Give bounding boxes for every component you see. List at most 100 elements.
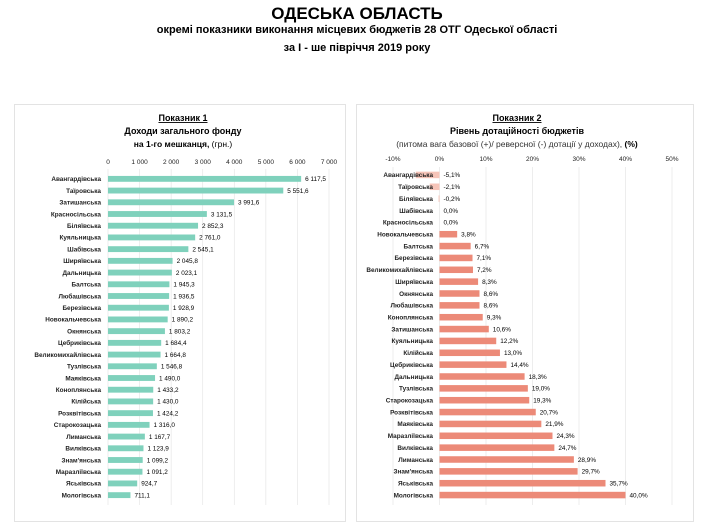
data-label: 2 545,1 xyxy=(192,246,214,253)
axis-tick-label: 7 000 xyxy=(321,159,338,166)
chart-unit: (%) xyxy=(625,139,638,149)
data-label: 20,7% xyxy=(540,409,558,416)
data-label: 24,3% xyxy=(556,433,574,440)
bar xyxy=(108,375,156,381)
axis-tick-label: 0 xyxy=(106,159,110,166)
axis-tick-label: 4 000 xyxy=(226,159,243,166)
chart-subtitle-line2: (питома вага базової (+)/ реверсної (-) … xyxy=(396,139,638,149)
data-label: 1 684,4 xyxy=(165,340,187,347)
category-label: Шабівська xyxy=(399,207,433,215)
category-label: Куяльницька xyxy=(392,338,434,345)
data-label: 1 099,2 xyxy=(147,457,169,464)
bar xyxy=(439,349,500,357)
data-label: 2 761,0 xyxy=(199,235,221,242)
data-label: 8,6% xyxy=(483,303,498,310)
data-label: 2 852,3 xyxy=(202,223,224,230)
data-label: 1 490,0 xyxy=(159,375,181,382)
data-label: 24,7% xyxy=(558,445,576,452)
category-label: Дальницька xyxy=(395,374,434,381)
bar xyxy=(108,421,150,428)
category-label: Розквітівська xyxy=(390,408,433,416)
data-label: 924,7 xyxy=(141,481,157,488)
chart-subtitle: Рівень дотаційності бюджетів xyxy=(450,126,584,136)
axis-tick-label: 3 000 xyxy=(195,159,212,166)
data-label: 1 424,2 xyxy=(157,410,179,417)
category-label: Новокальчевська xyxy=(377,232,433,239)
bar xyxy=(108,246,189,253)
data-label: 711,1 xyxy=(134,492,150,499)
chart-title: Показник 1 xyxy=(158,113,207,123)
category-label: Лиманська xyxy=(66,434,101,441)
page-subtitle: окремі показники виконання місцевих бюдж… xyxy=(156,24,558,36)
category-label: Любашівська xyxy=(59,292,102,300)
data-label: 6,7% xyxy=(475,243,490,250)
bar xyxy=(429,183,440,191)
bar xyxy=(108,339,162,346)
data-label: 2 045,8 xyxy=(177,258,199,265)
axis-tick-label: 40% xyxy=(619,156,632,163)
category-label: Маяківська xyxy=(65,374,101,382)
category-label: Красносільська xyxy=(383,219,434,227)
bar xyxy=(108,386,154,393)
bar xyxy=(415,171,440,179)
bar xyxy=(439,373,525,380)
data-label: 1 433,2 xyxy=(157,387,179,394)
bar xyxy=(108,445,144,452)
axis-tick-label: 50% xyxy=(665,156,678,163)
chart-subtitle: Доходи загального фонду xyxy=(124,126,241,136)
category-label: Коноплянська xyxy=(56,387,102,394)
chart-indicator-1: Показник 1 Доходи загального фонду на 1-го… xyxy=(34,113,338,505)
bar xyxy=(439,337,497,345)
category-label: Тузлівська xyxy=(399,385,434,393)
category-label: Біляївська xyxy=(67,222,101,230)
category-label: Затишанська xyxy=(391,326,433,333)
bar xyxy=(108,234,196,241)
bar xyxy=(439,266,473,274)
data-label: 1 123,9 xyxy=(147,446,169,453)
bar xyxy=(438,195,440,202)
category-label: Біляївська xyxy=(399,195,433,203)
chart-unit: (грн.) xyxy=(209,139,232,149)
bar xyxy=(439,479,606,487)
chart-title: Показник 2 xyxy=(492,113,541,123)
category-label: Балтська xyxy=(404,243,434,250)
bar xyxy=(108,398,154,405)
axis-tick-label: 30% xyxy=(572,156,585,163)
category-label: Маразліївська xyxy=(56,468,102,476)
data-label: 1 430,0 xyxy=(157,399,179,406)
category-label: Кілійська xyxy=(71,398,101,406)
data-label: 28,9% xyxy=(578,457,596,464)
category-label: Окнянська xyxy=(399,291,433,298)
category-label: Окнянська xyxy=(67,328,101,335)
bar xyxy=(439,325,489,333)
category-label: Авангардівська xyxy=(383,171,433,179)
bar xyxy=(108,468,143,475)
category-label: Великомихайлівська xyxy=(366,266,433,274)
bar xyxy=(108,492,131,499)
data-label: 7,2% xyxy=(477,267,492,274)
data-label: 19,3% xyxy=(533,398,551,405)
category-label: Балтська xyxy=(72,282,102,289)
category-label: Старокозацька xyxy=(54,422,102,429)
bar xyxy=(108,293,170,299)
axis-tick-label: 20% xyxy=(526,156,539,163)
category-label: Дальницька xyxy=(63,270,102,277)
data-label: 40,0% xyxy=(630,492,648,499)
axis-tick-label: 1 000 xyxy=(131,159,148,166)
data-label: 8,3% xyxy=(482,279,497,286)
bar xyxy=(108,175,302,182)
bar xyxy=(108,199,235,206)
data-label: 6 117,5 xyxy=(305,176,326,183)
data-label: 10,6% xyxy=(493,326,511,333)
data-label: 1 167,7 xyxy=(149,434,171,441)
bar xyxy=(108,187,284,194)
bar xyxy=(439,396,530,404)
data-label: -0,2% xyxy=(444,196,461,203)
data-label: 18,3% xyxy=(529,374,547,381)
category-label: Знам'янська xyxy=(394,469,434,476)
chart-indicator-2: Показник 2 Рівень дотаційності бюджетів (п… xyxy=(366,113,679,505)
category-label: Великомихайлівська xyxy=(34,351,101,359)
axis-tick-label: 2 000 xyxy=(163,159,180,166)
category-label: Затишанська xyxy=(59,200,101,207)
category-label: Кілійська xyxy=(403,349,433,357)
